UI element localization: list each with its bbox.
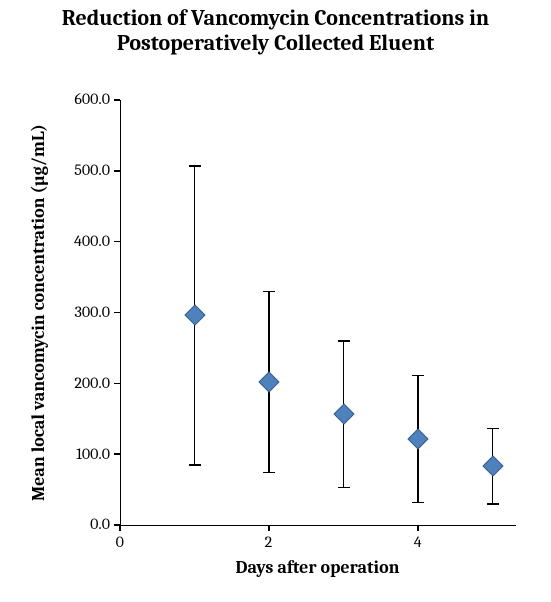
- y-tick-label: 600.0: [74, 90, 110, 108]
- y-tick-label: 200.0: [74, 374, 110, 392]
- y-tick: [114, 453, 120, 455]
- errorbar-cap: [263, 291, 275, 293]
- errorbar-cap: [338, 487, 350, 489]
- y-tick-label: 300.0: [75, 303, 111, 321]
- y-tick: [114, 99, 120, 101]
- x-axis-label: Days after operation: [120, 557, 515, 578]
- y-tick: [114, 312, 120, 314]
- chart-container: Reduction of Vancomycin Concentrations i…: [0, 0, 551, 602]
- errorbar-cap: [487, 428, 499, 430]
- y-axis-label: Mean local vancomycin concentration (µg/…: [28, 110, 49, 515]
- errorbar-cap: [412, 375, 424, 377]
- errorbar-cap: [487, 503, 499, 505]
- errorbar-cap: [189, 165, 201, 167]
- y-tick: [114, 383, 120, 385]
- x-tick-label: 4: [414, 533, 422, 551]
- y-tick: [114, 170, 120, 172]
- errorbar-cap: [263, 472, 275, 474]
- y-tick-label: 100.0: [76, 445, 110, 463]
- x-tick-label: 2: [265, 533, 273, 551]
- errorbar-cap: [189, 464, 201, 466]
- y-tick-label: 0.0: [90, 515, 110, 533]
- x-tick: [268, 525, 270, 531]
- errorbar-cap: [412, 502, 424, 504]
- y-tick-label: 500.0: [74, 161, 110, 179]
- x-tick: [417, 525, 419, 531]
- x-tick: [119, 525, 121, 531]
- x-tick-label: 0: [116, 533, 124, 551]
- plot-area: [120, 100, 516, 526]
- errorbar-cap: [338, 340, 350, 342]
- y-tick: [114, 241, 120, 243]
- chart-title: Reduction of Vancomycin Concentrations i…: [0, 6, 551, 57]
- y-tick-label: 400.0: [74, 232, 110, 250]
